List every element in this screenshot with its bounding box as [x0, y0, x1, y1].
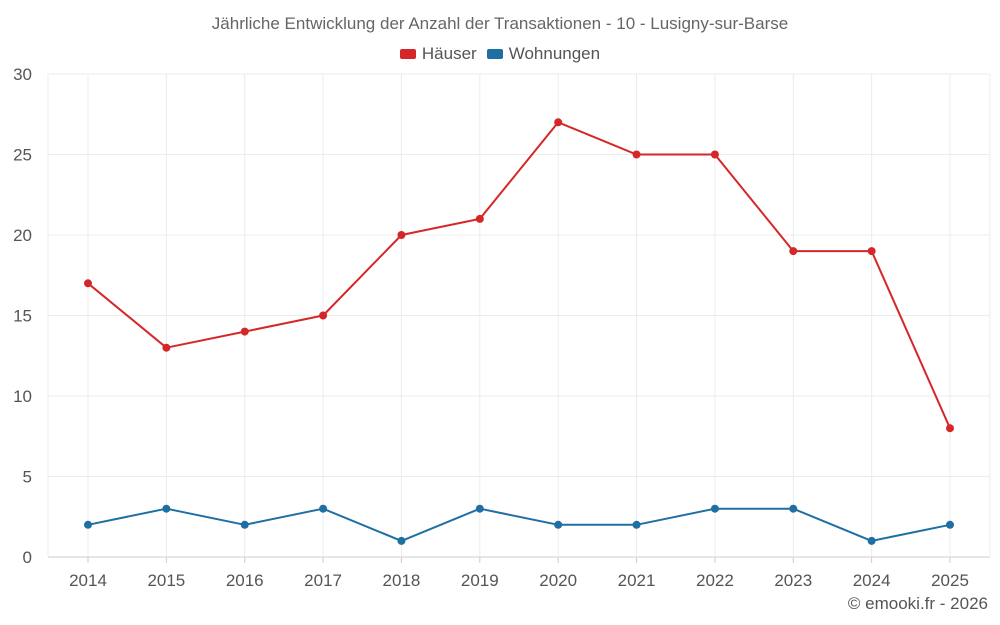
- y-tick-label-10: 10: [13, 387, 32, 406]
- y-tick-label-30: 30: [13, 65, 32, 84]
- data-point-wohnungen-2024: [867, 536, 876, 545]
- x-tick-label-2016: 2016: [226, 571, 264, 590]
- data-point-haeuser-2014: [84, 279, 92, 288]
- legend-label-haeuser: Häuser: [421, 44, 477, 63]
- data-point-wohnungen-2025: [946, 520, 954, 529]
- data-point-wohnungen-2020: [554, 520, 563, 529]
- data-point-wohnungen-2019: [475, 504, 484, 513]
- legend-swatch-haeuser: [399, 49, 416, 59]
- legend-item-haeuser[interactable]: Häuser: [399, 44, 477, 64]
- data-point-wohnungen-2014: [84, 520, 92, 529]
- x-tick-label-2014: 2014: [69, 571, 107, 590]
- data-point-wohnungen-2023: [789, 504, 798, 513]
- y-tick-label-5: 5: [23, 468, 32, 487]
- legend-item-wohnungen[interactable]: Wohnungen: [486, 44, 601, 64]
- x-tick-label-2019: 2019: [461, 571, 499, 590]
- x-tick-label-2015: 2015: [147, 571, 185, 590]
- data-point-wohnungen-2015: [162, 504, 171, 513]
- data-point-haeuser-2015: [162, 343, 171, 352]
- x-axis: 2014 2015 2016 2017 2018 2019 2020 2021 2022 2023…: [69, 557, 969, 590]
- data-point-haeuser-2024: [867, 247, 876, 256]
- legend-label-wohnungen: Wohnungen: [508, 44, 601, 63]
- data-point-haeuser-2018: [397, 231, 406, 239]
- data-point-haeuser-2019: [475, 214, 484, 223]
- data-point-haeuser-2016: [240, 327, 249, 336]
- legend-swatch-wohnungen: [486, 49, 503, 59]
- data-point-haeuser-2020: [554, 118, 563, 127]
- x-tick-label-2021: 2021: [618, 571, 656, 590]
- data-point-haeuser-2022: [710, 150, 719, 159]
- y-tick-label-25: 25: [13, 146, 32, 165]
- x-tick-label-2017: 2017: [304, 571, 342, 590]
- data-point-wohnungen-2018: [397, 536, 406, 545]
- series-layer: [84, 118, 954, 545]
- y-tick-label-0: 0: [23, 548, 32, 567]
- data-point-wohnungen-2017: [319, 504, 328, 513]
- x-tick-label-2024: 2024: [853, 571, 891, 590]
- x-tick-label-2022: 2022: [696, 571, 734, 590]
- chart-title: Jährliche Entwicklung der Anzahl der Tra…: [211, 14, 789, 33]
- x-tick-label-2020: 2020: [539, 571, 577, 590]
- data-point-haeuser-2021: [632, 150, 641, 159]
- data-point-haeuser-2017: [319, 311, 328, 320]
- data-point-wohnungen-2021: [632, 520, 641, 529]
- credit-text: © emooki.fr - 2026: [847, 594, 988, 613]
- data-point-wohnungen-2022: [710, 504, 719, 513]
- x-tick-label-2023: 2023: [774, 571, 812, 590]
- series-line-wohnungen: [87, 507, 951, 542]
- legend: Häuser Wohnungen: [0, 44, 1000, 64]
- y-axis: 0 5 10 15 20 25 30: [13, 65, 32, 567]
- x-tick-label-2018: 2018: [383, 571, 421, 590]
- x-tick-label-2025: 2025: [931, 571, 969, 590]
- data-point-haeuser-2025: [946, 424, 954, 433]
- y-tick-label-20: 20: [13, 226, 32, 245]
- data-point-haeuser-2023: [789, 247, 798, 256]
- y-tick-label-15: 15: [13, 307, 32, 326]
- data-point-wohnungen-2016: [240, 520, 249, 529]
- series-line-haeuser: [87, 121, 951, 429]
- grid: [47, 73, 991, 558]
